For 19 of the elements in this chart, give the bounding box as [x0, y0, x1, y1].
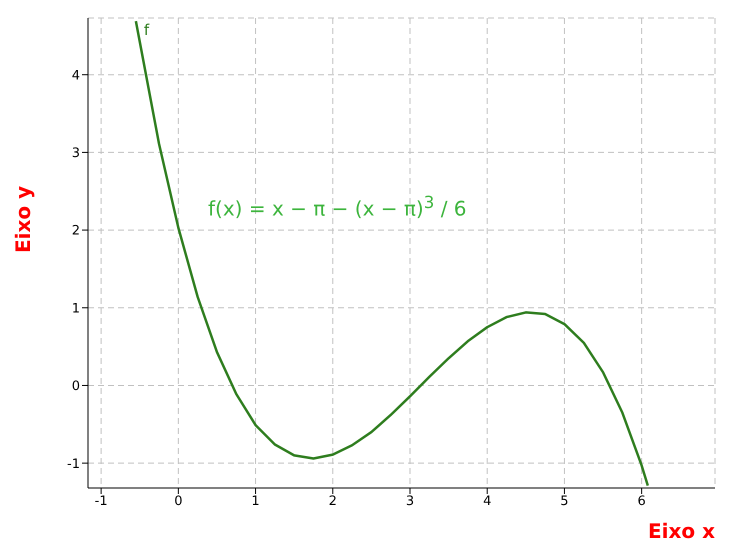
x-tick-label: 1 — [251, 494, 260, 510]
x-tick-label: 3 — [406, 494, 414, 510]
series-label: f — [144, 21, 150, 40]
y-tick-label: -1 — [67, 456, 80, 472]
x-axis-title: Eixo x — [648, 519, 716, 543]
x-tick-label: 5 — [560, 494, 569, 510]
x-tick-label: -1 — [94, 494, 108, 510]
x-tick-label: 0 — [174, 494, 182, 510]
x-tick-label: 4 — [483, 494, 492, 510]
y-tick-label: 4 — [72, 68, 80, 84]
x-tick-label: 6 — [638, 494, 646, 510]
y-tick-label: 2 — [72, 224, 80, 239]
y-axis-title: Eixo y — [11, 186, 36, 253]
y-tick-label: 3 — [72, 146, 80, 162]
annotation: f(x) = x − π − (x − π)$^{3}$ / 6 — [208, 193, 467, 221]
x-tick-label: 2 — [328, 494, 337, 510]
line-series — [134, 20, 650, 487]
y-tick-label: 1 — [72, 301, 80, 316]
y-tick-label: 0 — [72, 379, 80, 394]
